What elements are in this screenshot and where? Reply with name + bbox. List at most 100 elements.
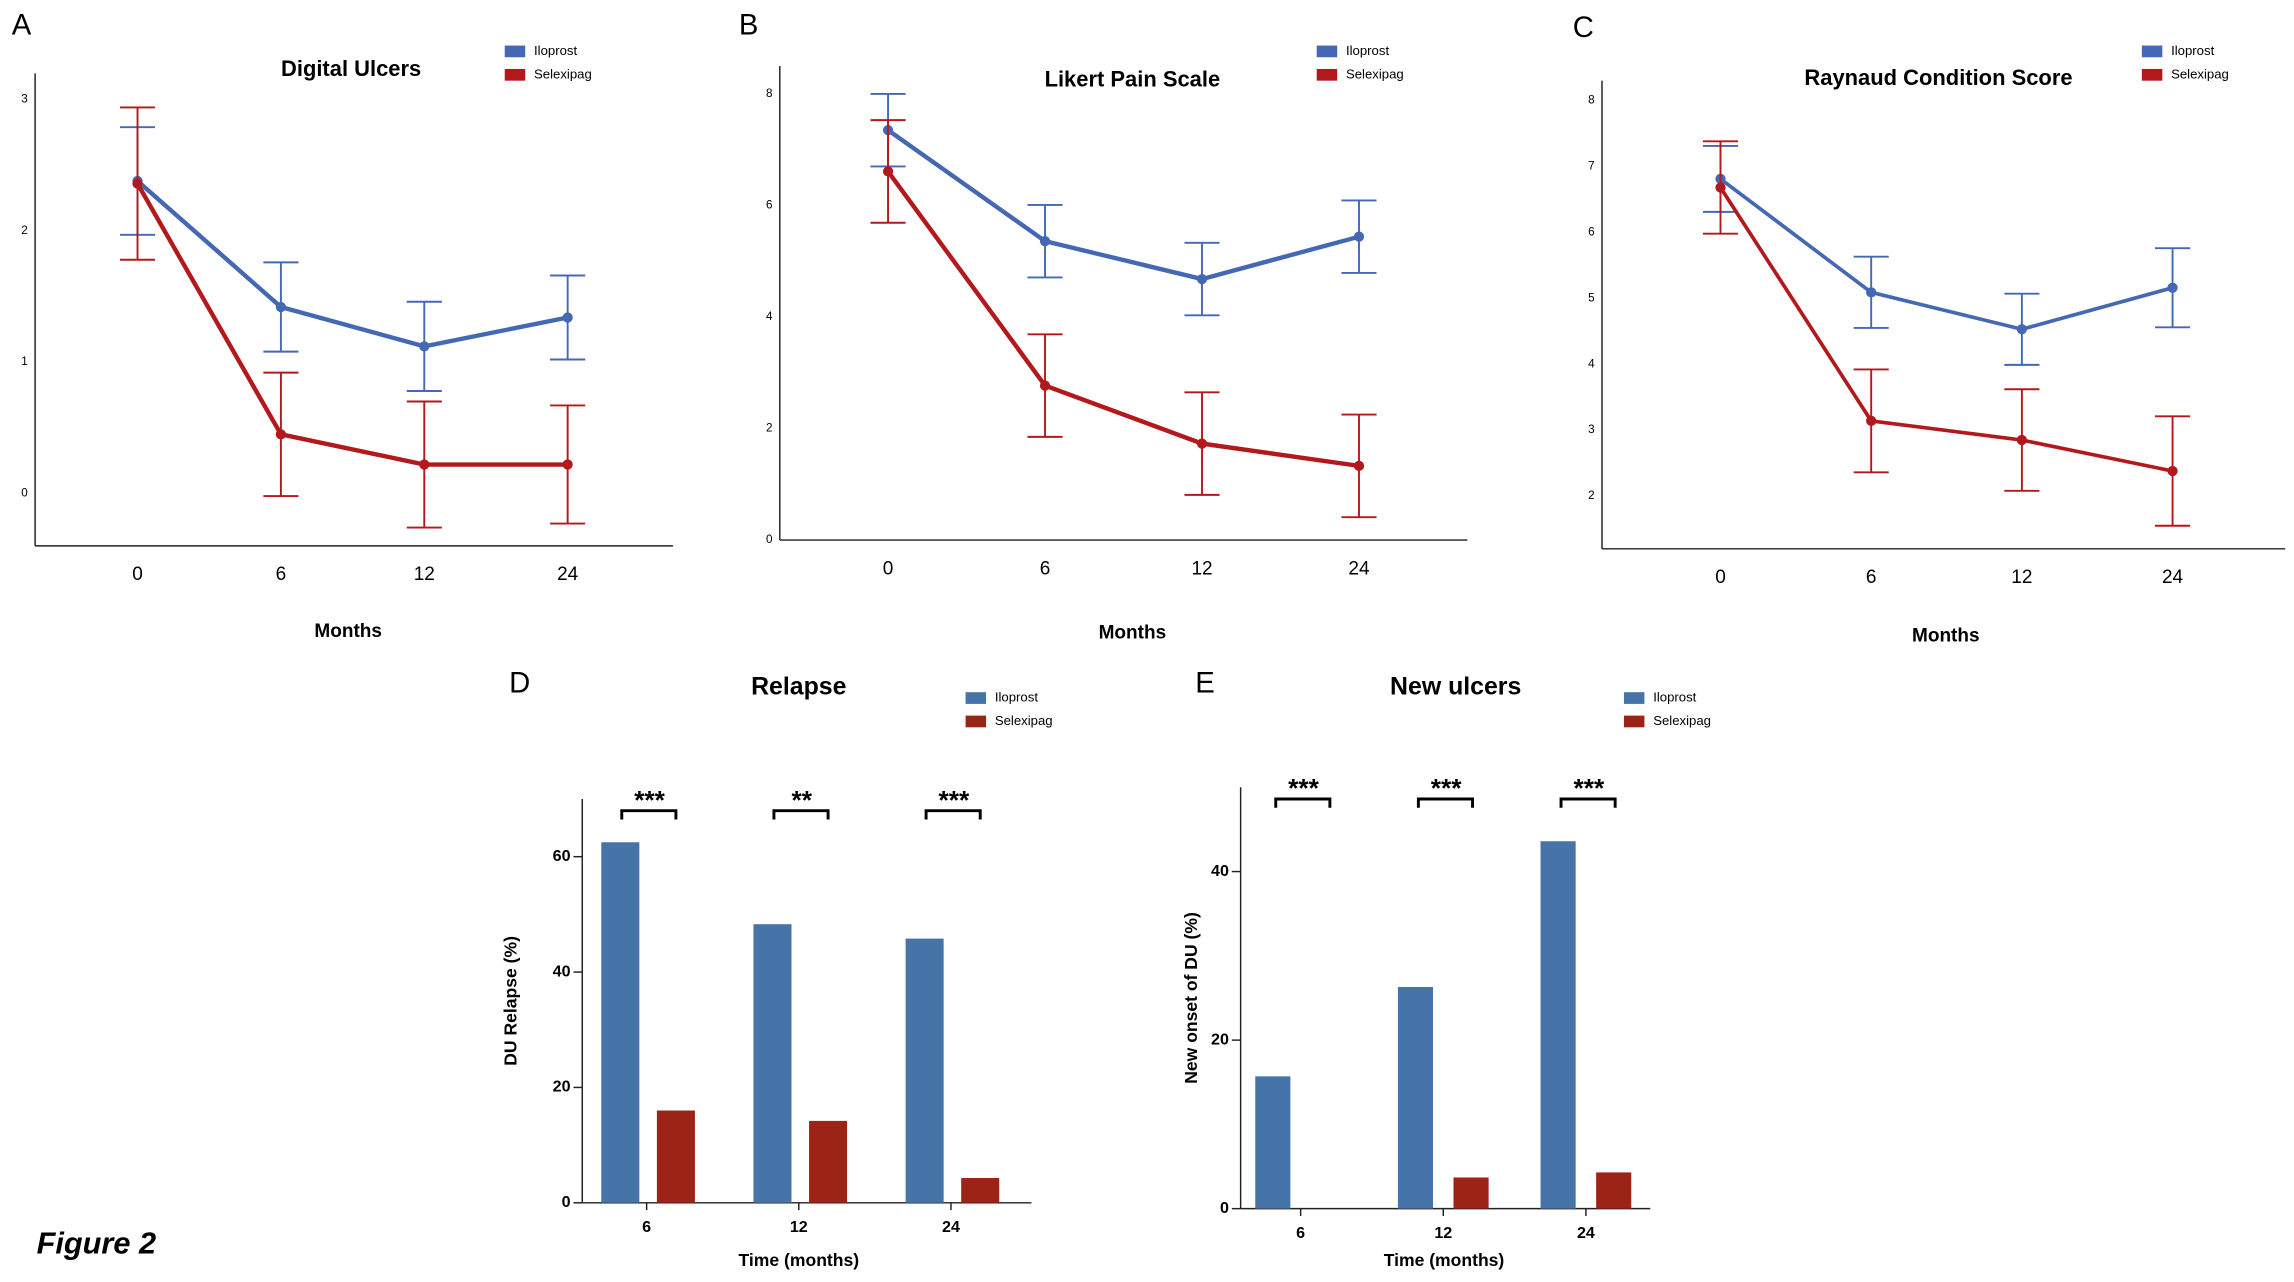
y-tick-label: 1 (21, 355, 28, 368)
legend-label: Selexipag (2171, 66, 2229, 81)
significance-bracket (1559, 797, 1617, 808)
bar (601, 842, 640, 1203)
point (2016, 434, 2028, 446)
significance-bracket (1274, 797, 1332, 808)
legend-swatch (2141, 68, 2163, 81)
chart-title: New ulcers (1390, 672, 1521, 700)
line (886, 128, 1360, 282)
bar (1255, 1076, 1291, 1209)
legend-swatch (2141, 45, 2163, 58)
x-tick-label: 12 (790, 1218, 808, 1236)
point (275, 301, 287, 313)
x-tick-label: 24 (1577, 1224, 1595, 1242)
panel-letter: D (509, 668, 530, 700)
y-tick-label: 0 (766, 533, 773, 546)
y-tick-label: 6 (1588, 225, 1595, 238)
y-tick-label: 40 (553, 962, 571, 980)
x-axis-label: Time (months) (1384, 1250, 1505, 1270)
x-axis-label: Months (1099, 623, 1167, 644)
significance-label: *** (1288, 773, 1319, 803)
point (419, 341, 430, 352)
point (275, 429, 287, 440)
x-tick-label: 12 (2011, 567, 2032, 588)
legend-swatch (504, 68, 526, 81)
y-tick-label: 8 (766, 87, 773, 100)
significance-label: *** (1573, 773, 1604, 803)
y-tick-label: 20 (553, 1078, 571, 1096)
significance-label: ** (791, 785, 812, 815)
line (1718, 186, 2173, 473)
y-tick-label: 4 (1588, 357, 1595, 370)
x-tick-label: 24 (2162, 567, 2184, 588)
x-tick-label: 0 (883, 558, 894, 579)
point (2167, 282, 2178, 293)
y-tick-label: 3 (1588, 423, 1595, 436)
legend-swatch (1623, 692, 1645, 704)
line (886, 170, 1360, 469)
y-tick-label: 0 (562, 1193, 571, 1211)
legend-label: Selexipag (1653, 713, 1711, 728)
legend-label: Iloprost (995, 690, 1038, 705)
significance-bracket (772, 809, 830, 820)
point (1866, 287, 1877, 298)
point (1353, 231, 1365, 242)
x-tick-label: 12 (414, 564, 435, 585)
significance-label: *** (939, 785, 970, 815)
y-tick-label: 5 (1588, 291, 1595, 304)
legend-label: Iloprost (2171, 43, 2214, 58)
legend-swatch (965, 692, 987, 704)
x-tick-label: 6 (1296, 1224, 1305, 1242)
legend-label: Iloprost (1653, 690, 1696, 705)
bar (1453, 1177, 1489, 1209)
line (1719, 177, 2174, 332)
y-tick-label: 60 (553, 847, 571, 865)
y-axis-label: DU Relapse (%) (501, 936, 521, 1066)
y-tick-label: 6 (766, 199, 773, 212)
significance-bracket (620, 809, 678, 820)
panel-letter: E (1195, 668, 1215, 700)
x-axis-label: Months (1912, 626, 1980, 647)
point (132, 178, 143, 189)
bar (1397, 987, 1434, 1209)
significance-bracket (924, 809, 982, 820)
legend-swatch (965, 715, 987, 728)
point (2016, 324, 2028, 335)
panel-letter: B (739, 9, 759, 41)
x-axis-label: Months (314, 621, 382, 642)
y-tick-label: 2 (766, 422, 773, 435)
line (136, 179, 569, 349)
bar (1596, 1172, 1632, 1209)
x-tick-label: 6 (642, 1218, 651, 1236)
y-tick-label: 3 (21, 93, 28, 106)
point (1039, 236, 1051, 247)
x-tick-label: 0 (1715, 567, 1726, 588)
significance-label: *** (634, 785, 665, 815)
y-tick-label: 20 (1211, 1030, 1229, 1048)
point (562, 312, 573, 323)
y-tick-label: 0 (1220, 1199, 1229, 1217)
legend-swatch (1316, 68, 1338, 81)
y-tick-label: 4 (766, 310, 773, 323)
chart-title: Raynaud Condition Score (1804, 65, 2072, 90)
significance-bracket (1416, 797, 1474, 808)
x-tick-label: 24 (942, 1218, 960, 1236)
y-tick-label: 8 (1588, 94, 1595, 107)
point (1866, 415, 1877, 427)
chart-title: Likert Pain Scale (1045, 66, 1221, 91)
y-axis-label: New onset of DU (%) (1181, 912, 1201, 1084)
legend-label: Selexipag (1346, 66, 1404, 81)
y-tick-label: 7 (1588, 159, 1595, 172)
y-tick-label: 0 (21, 486, 28, 499)
legend-label: Selexipag (995, 713, 1053, 728)
legend-swatch (1623, 715, 1645, 728)
bar (656, 1110, 695, 1203)
point (1196, 438, 1208, 449)
panel-letter: C (1573, 12, 1594, 44)
x-tick-label: 6 (1040, 558, 1051, 579)
x-tick-label: 0 (132, 564, 143, 585)
point (882, 166, 894, 177)
point (2167, 465, 2178, 477)
chart-title: Relapse (751, 672, 846, 700)
